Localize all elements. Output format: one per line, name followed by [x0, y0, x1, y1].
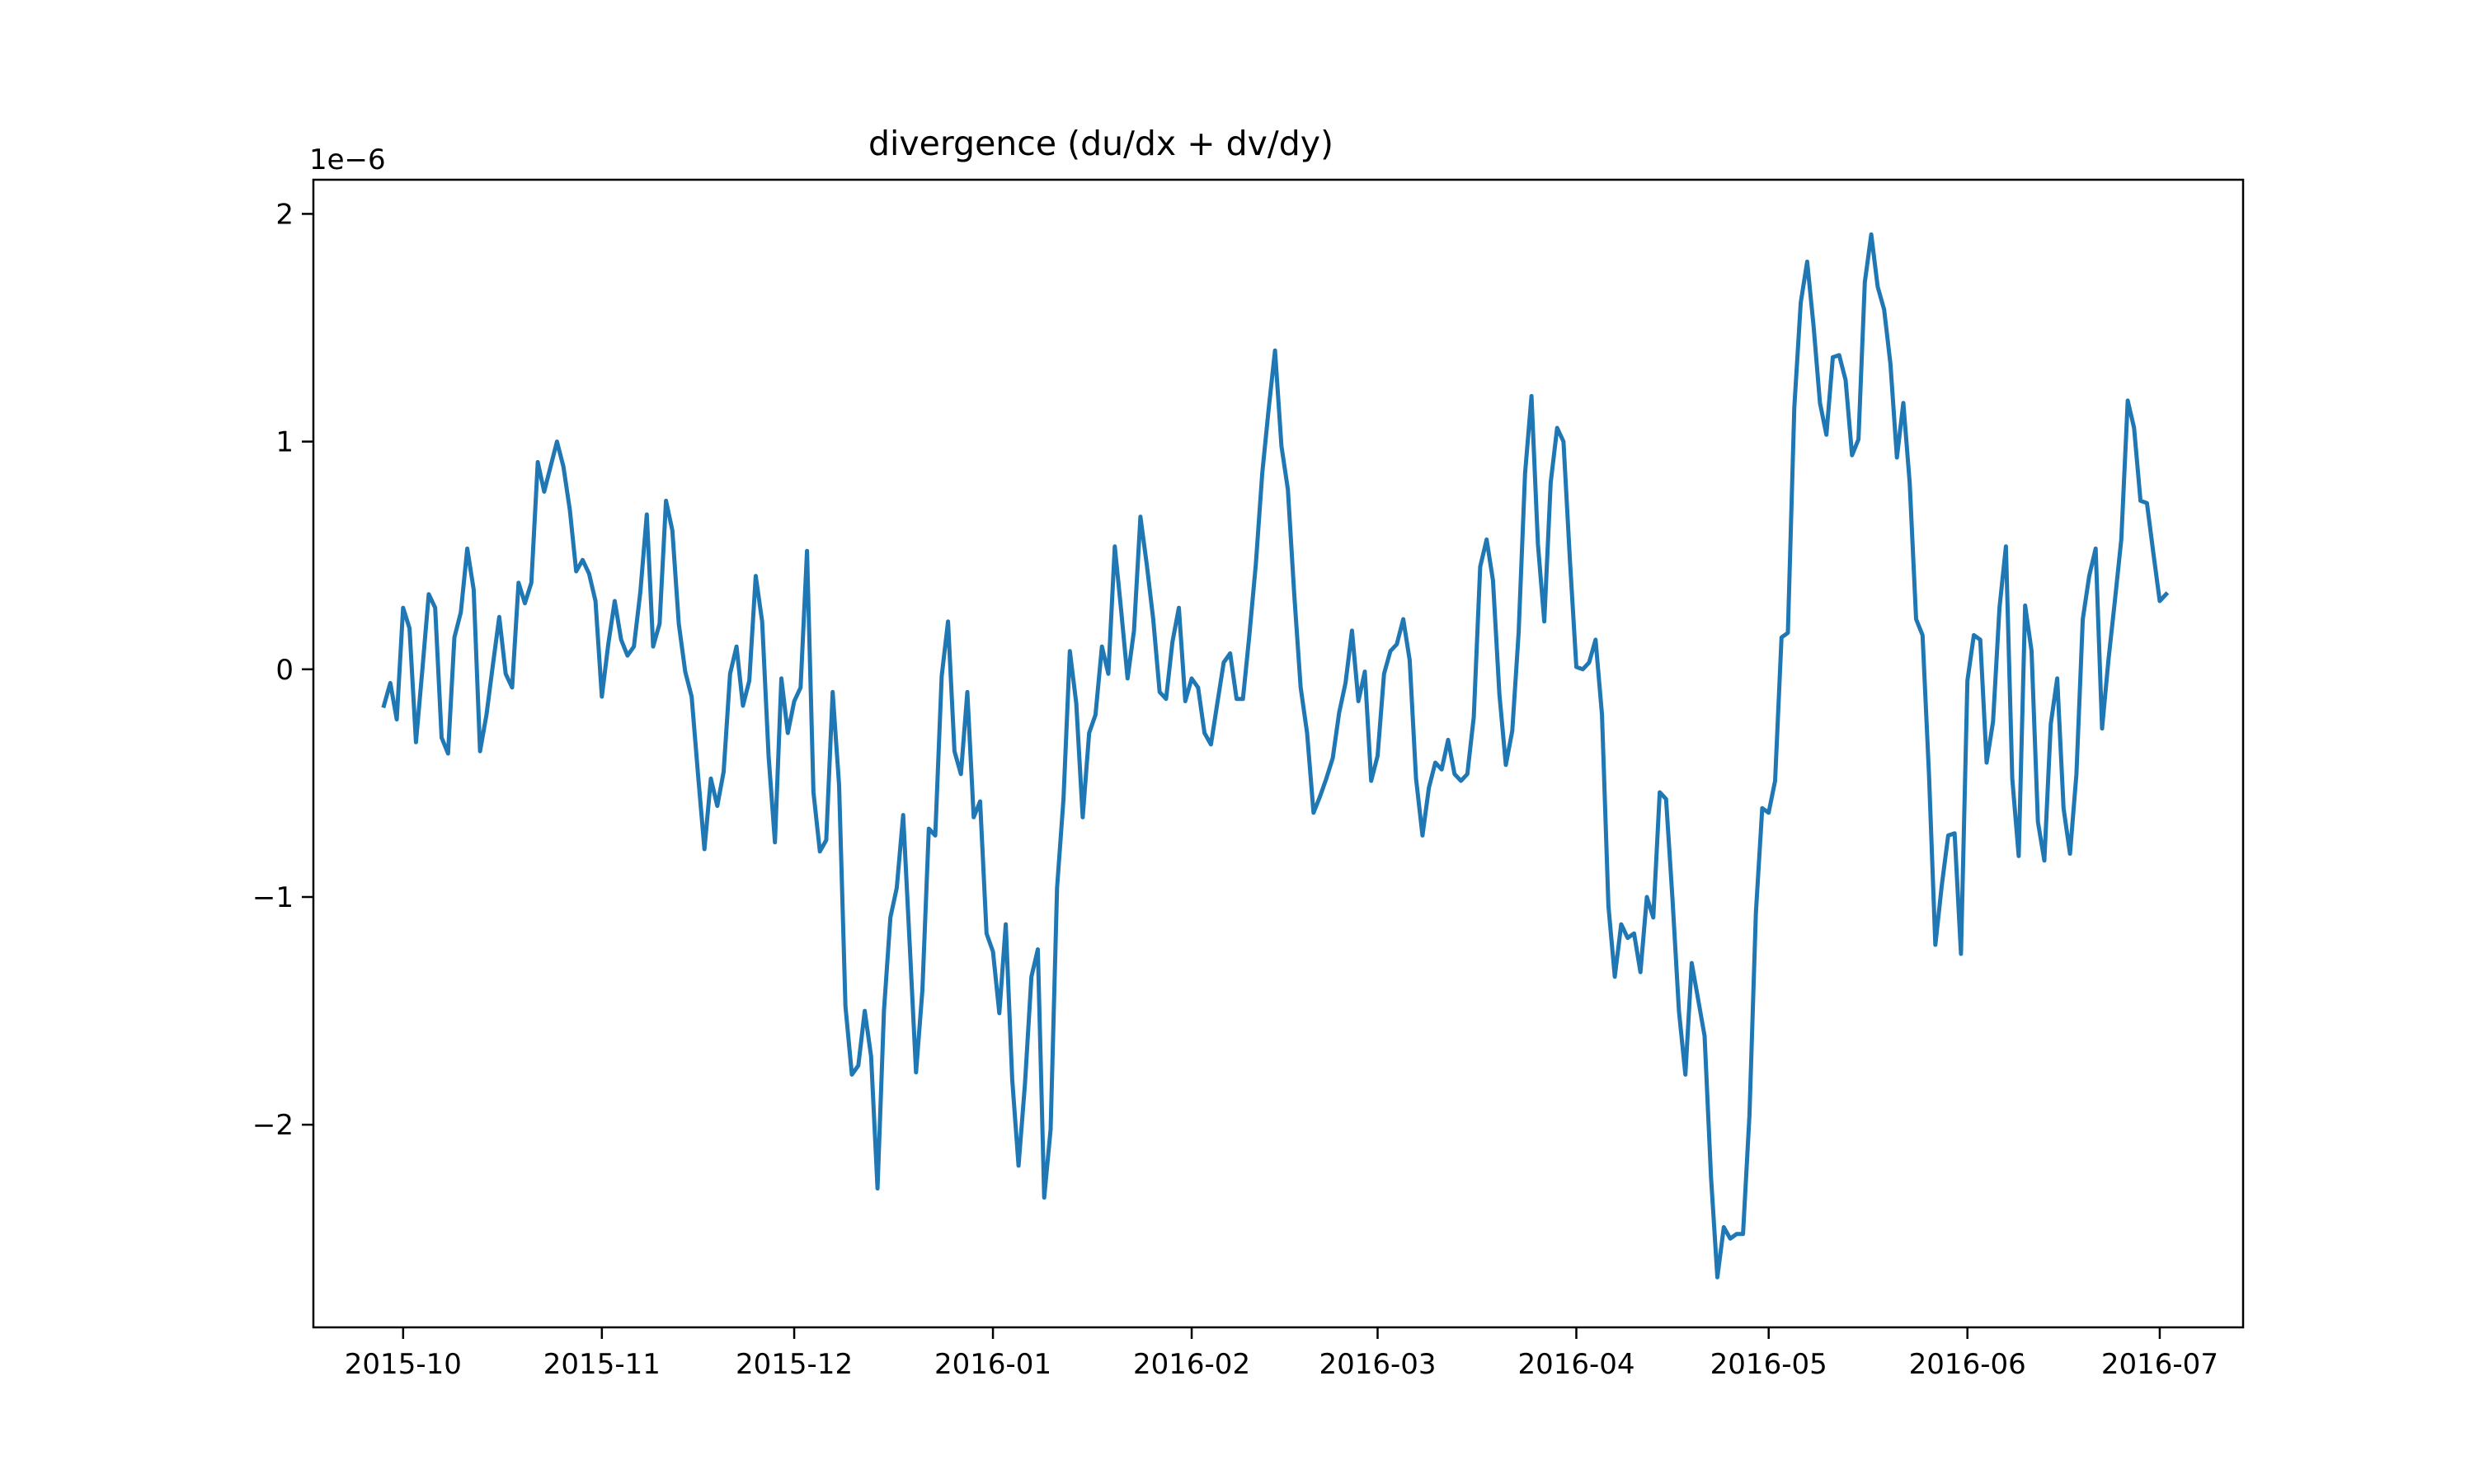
- x-tick-label: 2015-11: [543, 1348, 661, 1381]
- x-tick-label: 2016-02: [1133, 1348, 1250, 1381]
- x-tick-label: 2015-12: [736, 1348, 853, 1381]
- series-line: [381, 232, 2170, 1280]
- y-tick-label: −1: [252, 881, 294, 914]
- x-tick-label: 2016-04: [1517, 1348, 1634, 1381]
- plot-frame: [312, 178, 2245, 1329]
- x-tick-label: 2015-10: [345, 1348, 462, 1381]
- x-tick-label: 2016-07: [2101, 1348, 2218, 1381]
- series-layer: [381, 232, 2170, 1280]
- x-tick-label: 2016-03: [1319, 1348, 1436, 1381]
- x-axis-ticks: 2015-10 2015-11 2015-12 2016-01 2016-02 2016-…: [345, 1327, 2218, 1381]
- x-tick-label: 2016-06: [1909, 1348, 2026, 1381]
- y-tick-label: 2: [275, 198, 294, 231]
- x-tick-label: 2016-01: [934, 1348, 1051, 1381]
- y-offset-label: 1e−6: [309, 143, 386, 176]
- y-tick-label: 1: [275, 426, 294, 459]
- y-axis-ticks: 2 1 0 −1 −2: [252, 198, 313, 1142]
- y-tick-label: −2: [252, 1109, 294, 1142]
- y-tick-label: 0: [275, 654, 294, 687]
- chart-title: divergence (du/dx + dv/dy): [868, 124, 1333, 163]
- x-tick-label: 2016-05: [1710, 1348, 1827, 1381]
